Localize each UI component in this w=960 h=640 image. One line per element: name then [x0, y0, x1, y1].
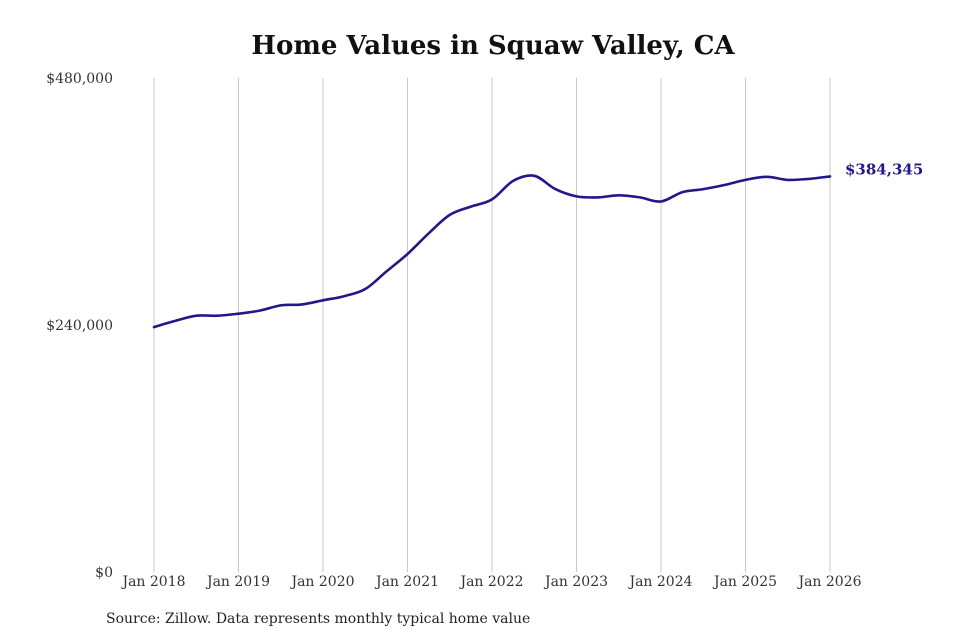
x-tick-label: Jan 2020 [289, 574, 354, 590]
x-axis: Jan 2018 Jan 2019 Jan 2020 Jan 2021 Jan 2022… [120, 574, 861, 590]
chart-title: Home Values in Squaw Valley, CA [251, 31, 735, 61]
x-tick-label: Jan 2026 [796, 574, 861, 590]
end-value-label: $384,345 [845, 160, 923, 178]
x-tick-label: Jan 2022 [458, 574, 523, 590]
x-tick-label: Jan 2025 [712, 574, 777, 590]
annotation-layer: $384,345 [845, 160, 923, 178]
x-tick-label: Jan 2018 [120, 574, 185, 590]
y-axis: $0 $240,000 $480,000 [46, 71, 113, 581]
series-layer [152, 174, 832, 329]
x-tick-label: Jan 2019 [205, 574, 270, 590]
y-tick-label: $0 [95, 565, 113, 581]
y-tick-label: $480,000 [46, 71, 113, 87]
grid-layer [153, 78, 831, 572]
x-tick-label: Jan 2024 [627, 574, 692, 590]
x-tick-label: Jan 2021 [374, 574, 439, 590]
series-line [152, 174, 832, 329]
source-note: Source: Zillow. Data represents monthly … [106, 611, 531, 627]
x-tick-label: Jan 2023 [543, 574, 608, 590]
y-tick-label: $240,000 [46, 318, 113, 334]
